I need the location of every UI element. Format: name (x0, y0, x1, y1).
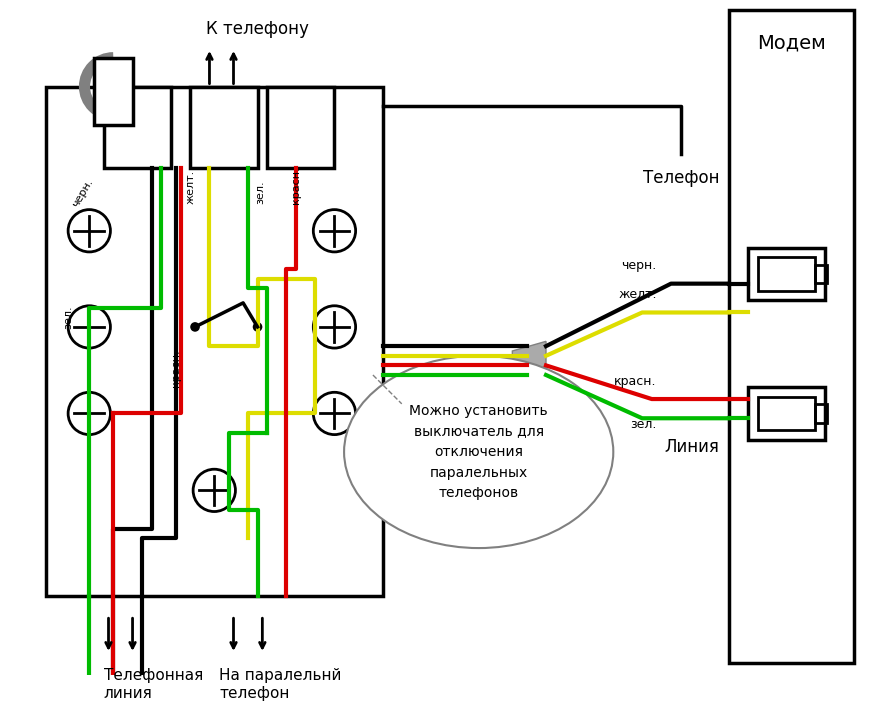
Text: зел.: зел. (631, 418, 657, 431)
Text: Телефон: Телефон (642, 169, 719, 187)
Text: красн.: красн. (171, 349, 181, 387)
Bar (747, 387, 825, 440)
Bar (815, 265, 827, 284)
Text: черн.: черн. (70, 177, 95, 208)
Text: На паралельнй
телефон: На паралельнй телефон (219, 668, 342, 701)
Text: желт.: желт. (618, 288, 657, 301)
Text: Телефонная
линия: Телефонная линия (103, 668, 203, 701)
Polygon shape (94, 58, 133, 125)
Text: К телефону: К телефону (206, 20, 309, 38)
Circle shape (252, 322, 262, 332)
Text: красн.: красн. (291, 166, 301, 204)
Bar (747, 248, 825, 300)
Bar (815, 404, 827, 423)
Ellipse shape (344, 356, 614, 548)
Text: зел.: зел. (256, 180, 266, 204)
Bar (757, 397, 815, 430)
Text: зел.: зел. (63, 305, 73, 329)
Text: Модем: Модем (756, 34, 826, 53)
Polygon shape (512, 341, 546, 380)
Text: черн.: черн. (622, 259, 657, 272)
Circle shape (190, 322, 200, 332)
Polygon shape (190, 86, 258, 168)
Text: Можно установить
выключатель для
отключения
паралельных
телефонов: Можно установить выключатель для отключе… (409, 404, 548, 500)
Bar (757, 257, 815, 291)
Text: красн.: красн. (614, 375, 657, 388)
Polygon shape (268, 86, 334, 168)
Polygon shape (103, 86, 171, 168)
Text: желт.: желт. (186, 170, 195, 204)
Text: Линия: Линия (665, 438, 719, 456)
